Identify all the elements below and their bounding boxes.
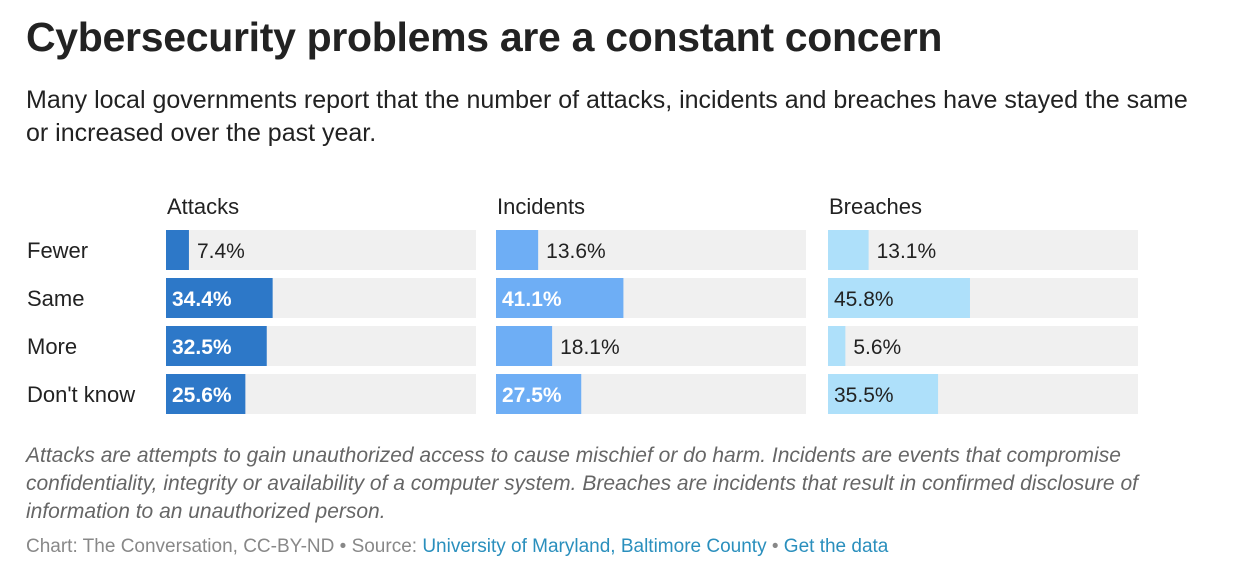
- data-label: 34.4%: [172, 288, 232, 311]
- data-label: 45.8%: [834, 288, 894, 311]
- bar-incidents: [496, 374, 582, 414]
- chart-footer: Chart: The Conversation, CC-BY-ND • Sour…: [26, 536, 888, 558]
- chart-subtitle: Many local governments report that the n…: [26, 86, 1188, 147]
- category-label: More: [27, 334, 77, 359]
- bar-chart: Fewer Same More Don't know Attacks 7.4% 34.4% 3…: [27, 194, 1138, 414]
- bar-incidents: [496, 278, 624, 318]
- data-label: 41.1%: [502, 288, 562, 311]
- bar-track: [828, 230, 1138, 270]
- panel-header-attacks: Attacks: [167, 194, 239, 219]
- data-label: 25.6%: [172, 384, 232, 407]
- data-label: 27.5%: [502, 384, 562, 407]
- category-label: Fewer: [27, 238, 88, 263]
- data-label: 13.6%: [546, 240, 606, 263]
- data-label: 7.4%: [197, 240, 245, 263]
- bar-breaches: [828, 278, 970, 318]
- bar-track: [496, 230, 806, 270]
- bar-attacks: [166, 326, 267, 366]
- footer-separator-2: •: [766, 536, 784, 557]
- bar-attacks: [166, 230, 189, 270]
- chart-note: Attacks are attempts to gain unauthorize…: [26, 444, 1138, 523]
- bar-attacks: [166, 278, 273, 318]
- data-label: 35.5%: [834, 384, 894, 407]
- bar-breaches: [828, 230, 869, 270]
- get-data-link[interactable]: Get the data: [783, 536, 889, 557]
- bar-track: [166, 230, 476, 270]
- source-link[interactable]: University of Maryland, Baltimore County: [422, 536, 767, 557]
- data-label: 13.1%: [877, 240, 937, 263]
- data-label: 5.6%: [853, 336, 901, 359]
- bar-breaches: [828, 326, 846, 366]
- footer-separator: •: [334, 536, 352, 557]
- bar-incidents: [496, 230, 539, 270]
- panel-header-breaches: Breaches: [829, 194, 922, 219]
- chart-title: Cybersecurity problems are a constant co…: [26, 14, 943, 60]
- bar-attacks: [166, 374, 246, 414]
- credit-text: Chart: The Conversation, CC-BY-ND: [26, 536, 335, 557]
- bar-breaches: [828, 374, 939, 414]
- bar-incidents: [496, 326, 553, 366]
- data-label: 32.5%: [172, 336, 232, 359]
- panel-header-incidents: Incidents: [497, 194, 585, 219]
- bar-track: [828, 326, 1138, 366]
- data-label: 18.1%: [560, 336, 620, 359]
- source-prefix: Source:: [351, 536, 423, 557]
- category-label: Don't know: [27, 382, 135, 407]
- category-label: Same: [27, 286, 84, 311]
